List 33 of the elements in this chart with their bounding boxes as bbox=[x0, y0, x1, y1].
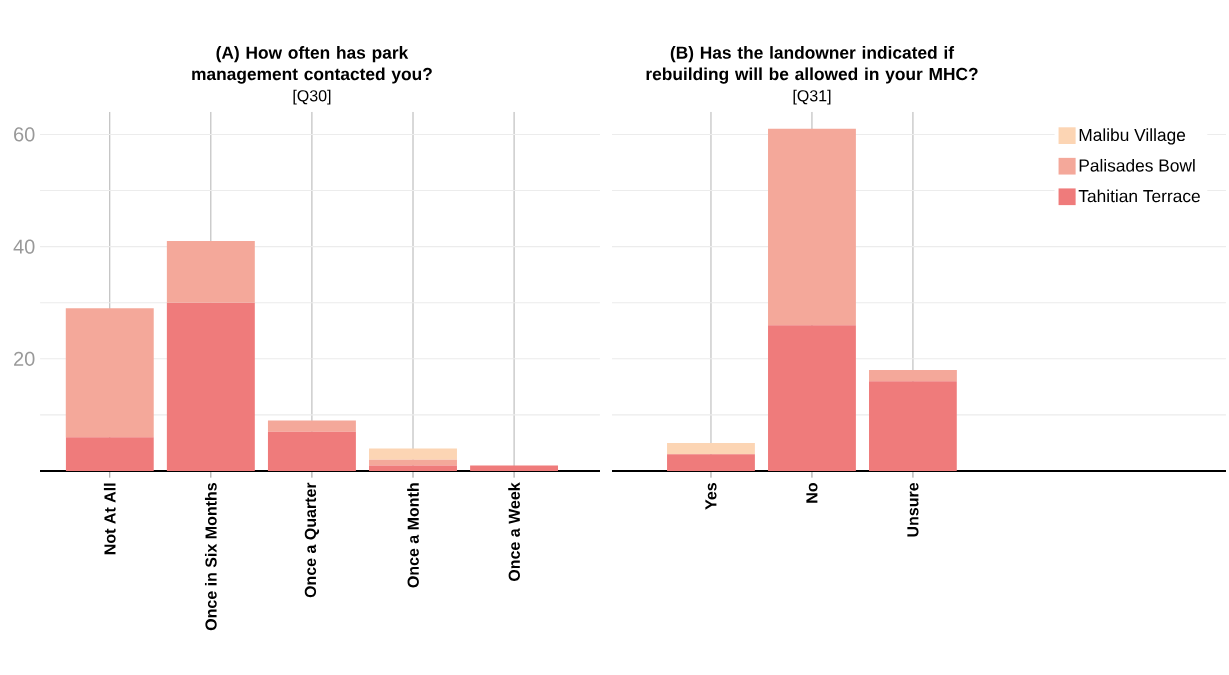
y-tick-label: 60 bbox=[14, 127, 35, 142]
bar bbox=[369, 465, 457, 471]
bar bbox=[65, 437, 154, 471]
chart-title: (A) How often has park management contacted you? bbox=[192, 46, 432, 84]
x-tick-label: Not At All bbox=[103, 483, 116, 555]
x-tick-label: Yes bbox=[705, 483, 717, 510]
x-tick-label: Once a Week bbox=[508, 482, 520, 582]
bar bbox=[166, 241, 255, 303]
y-tick-label: 20 bbox=[14, 351, 35, 366]
bar bbox=[470, 465, 559, 471]
bar bbox=[667, 442, 755, 455]
bar bbox=[65, 308, 154, 438]
chart-subtitle: [Q31] bbox=[793, 89, 831, 105]
x-tick-label: No bbox=[806, 483, 818, 503]
bar bbox=[768, 325, 856, 471]
bar bbox=[267, 420, 356, 432]
legend-label: Malibu Village bbox=[1079, 128, 1186, 145]
x-tick-label: Once a Month bbox=[407, 483, 419, 588]
bar bbox=[768, 128, 856, 326]
x-tick-label: Once in Six Months bbox=[204, 483, 217, 631]
bar bbox=[869, 381, 957, 471]
legend-label: Tahitian Terrace bbox=[1078, 189, 1200, 203]
bar bbox=[667, 454, 755, 471]
x-tick-label: Once a Quarter bbox=[304, 482, 320, 598]
bar bbox=[166, 302, 255, 471]
chart-subtitle: [Q30] bbox=[293, 89, 331, 105]
bar bbox=[369, 448, 457, 460]
legend-label: Palisades Bowl bbox=[1079, 158, 1195, 172]
bar bbox=[869, 370, 957, 382]
x-tick-label: Unsure bbox=[907, 482, 919, 537]
bar bbox=[267, 431, 356, 471]
y-tick-label: 40 bbox=[13, 239, 35, 254]
chart-title: (B) Has the landowner indicated if rebuilding will be allowed in your MHC? bbox=[646, 46, 978, 84]
